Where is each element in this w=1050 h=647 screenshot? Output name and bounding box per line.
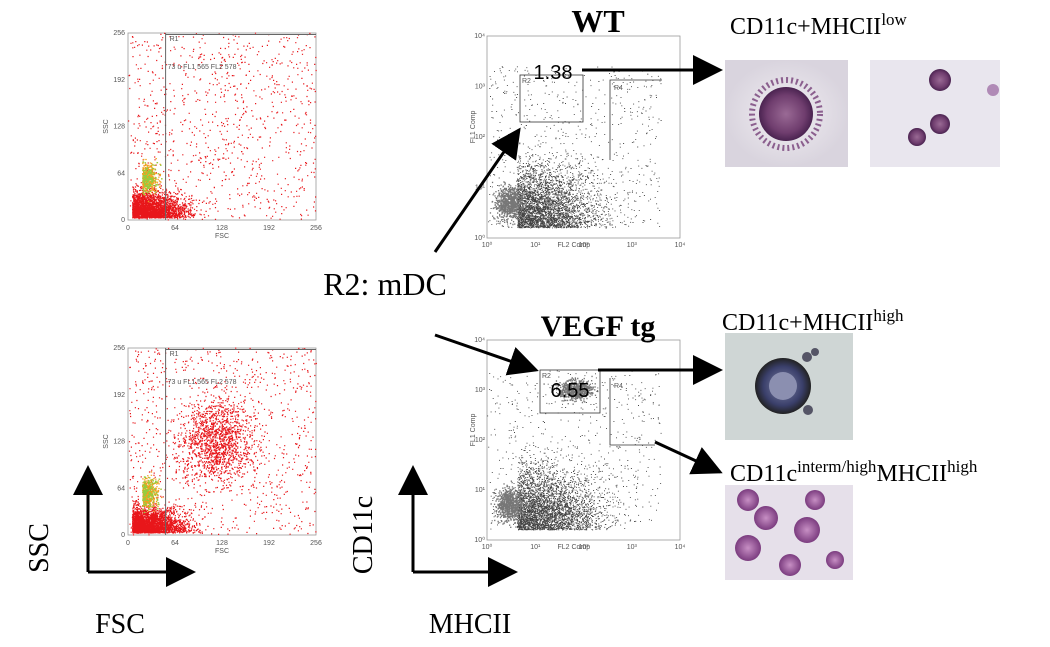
x-tick-label: 10⁴ (675, 242, 686, 249)
dot-cloud (128, 347, 317, 536)
dot-cloud (490, 375, 599, 528)
x-tick-label: 10⁴ (675, 544, 686, 551)
y-tick-label: 128 (113, 439, 125, 446)
cell-label-main: CD11c+MHCII (722, 310, 873, 336)
x-axis-title: FL2 Comp (558, 544, 591, 551)
x-tick-label: 64 (171, 225, 179, 232)
x-tick-label: 256 (310, 225, 322, 232)
x-tick-label: 10⁰ (482, 241, 493, 249)
y-tick-label: 10⁴ (474, 337, 485, 344)
gate-r4 (609, 378, 655, 446)
y-axis-title: FL1 Comp (470, 414, 477, 447)
scatter-plot: R1 73 u FL1 565 FL2 578 0 64 128 192 256 0 64 128… (103, 345, 322, 555)
axis-label: CD11c (348, 496, 379, 574)
gate-name: R4 (614, 383, 623, 390)
plot-frame (486, 35, 681, 239)
y-tick-label: 0 (121, 217, 125, 224)
cell-label-sup: high (873, 306, 904, 325)
cell-label-sup: low (881, 10, 907, 29)
x-tick-label: 10³ (627, 544, 638, 551)
gate-r2 (539, 369, 601, 414)
y-tick-label: 10⁰ (474, 536, 485, 544)
x-tick-label: 10² (578, 242, 589, 249)
axis-label: FSC (95, 609, 145, 640)
dot-cloud (128, 32, 317, 221)
cell-label-sup: interm/high (797, 457, 877, 476)
x-tick-label: 0 (126, 225, 130, 232)
x-tick-label: 192 (263, 540, 275, 547)
dot-cloud (142, 161, 163, 196)
micrograph-4 (725, 485, 853, 580)
x-tick-label: 64 (171, 540, 179, 547)
gate-name: R2 (522, 78, 531, 85)
y-tick-label: 256 (113, 345, 125, 352)
gate-name: R1 (170, 36, 179, 43)
plot-frame (127, 347, 317, 536)
y-tick-label: 64 (117, 485, 125, 492)
y-tick-label: 192 (113, 392, 125, 399)
x-tick-label: 128 (216, 540, 228, 547)
cell-label: CD11c+MHCIIhigh (722, 306, 904, 336)
x-tick-label: 128 (216, 225, 228, 232)
x-axis-title: FL2 Comp (558, 242, 591, 249)
panel-title: VEGF tg (541, 310, 656, 343)
y-tick-label: 192 (113, 77, 125, 84)
gate-label: R2: mDC (323, 266, 447, 302)
y-tick-label: 0 (121, 532, 125, 539)
x-tick-label: 10¹ (530, 544, 541, 551)
gate-annotation: 73 u FL1 565 FL2 578 (168, 379, 237, 386)
y-axis-title: SSC (103, 434, 110, 448)
cell-label-main: CD11c (730, 461, 797, 487)
y-axis-title: SSC (103, 119, 110, 133)
cell-label: CD11cinterm/highMHCIIhigh (730, 457, 978, 487)
micrograph-2 (870, 60, 1000, 167)
scatter-plot: R1 73 u FL1 565 FL2 578 0 64 128 192 256 0 64 128… (103, 30, 322, 240)
y-tick-label: 10² (475, 134, 486, 141)
gate-name: R4 (614, 85, 623, 92)
x-tick-label: 192 (263, 225, 275, 232)
x-tick-label: 10⁰ (482, 543, 493, 551)
gate-name: R2 (542, 373, 551, 380)
plot-frame (486, 339, 681, 541)
y-tick-label: 64 (117, 170, 125, 177)
gate-r4 (609, 79, 662, 160)
gate-percent: 1.38 (534, 62, 573, 84)
y-tick-label: 128 (113, 124, 125, 131)
cell-label-sup: high (947, 457, 978, 476)
y-tick-label: 256 (113, 30, 125, 37)
cell-label-main: CD11c+MHCII (730, 14, 881, 40)
x-tick-label: 10¹ (530, 242, 541, 249)
arrows (73, 55, 723, 587)
gate-percent: 6.55 (551, 380, 590, 402)
x-tick-label: 256 (310, 540, 322, 547)
micrograph-1 (725, 60, 848, 167)
y-tick-label: 10³ (475, 387, 486, 394)
y-tick-label: 10² (475, 437, 486, 444)
y-tick-label: 10⁰ (474, 234, 485, 242)
x-axis-title: FSC (215, 233, 229, 240)
gate-r2 (519, 74, 584, 123)
x-tick-label: 10² (578, 544, 589, 551)
gate-name: R1 (170, 351, 179, 358)
y-axis-title: FL1 Comp (470, 110, 477, 143)
micrograph-3 (725, 333, 853, 440)
x-axis-title: FSC (215, 548, 229, 555)
cell-label: CD11c+MHCIIlow (730, 10, 908, 40)
dot-cloud (489, 180, 527, 228)
y-tick-label: 10¹ (475, 487, 486, 494)
x-tick-label: 10³ (627, 242, 638, 249)
y-tick-label: 10³ (475, 84, 486, 91)
x-tick-label: 0 (126, 540, 130, 547)
axis-label: MHCII (429, 609, 511, 640)
plot-frame (127, 32, 317, 221)
panel-title: WT (571, 3, 624, 39)
y-tick-label: 10⁴ (474, 33, 485, 40)
dot-cloud (142, 476, 162, 514)
gate-annotation: 73 u FL1 565 FL2 578 (168, 64, 237, 71)
axis-label: SSC (24, 523, 55, 573)
cell-label-main: MHCII (876, 461, 947, 487)
